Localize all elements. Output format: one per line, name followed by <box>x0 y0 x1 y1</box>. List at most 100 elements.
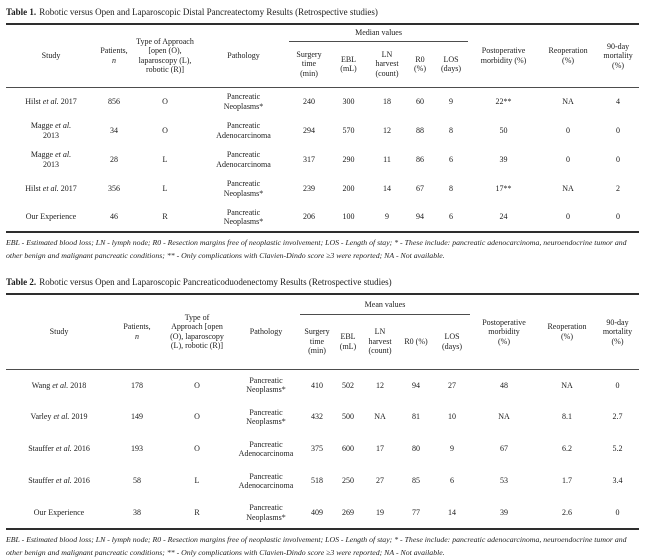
study-cell: Stauffer et al. 2016 <box>28 444 90 454</box>
value-cell: Pancreatic Adenocarcinoma <box>216 121 271 140</box>
value-cell: 17** <box>495 183 512 193</box>
value-cell: Pancreatic Neoplasms* <box>223 92 264 111</box>
value-cell: 12 <box>376 380 384 390</box>
value-cell: O <box>162 97 168 106</box>
value-cell: 250 <box>342 476 354 486</box>
value-cell: 2 <box>616 183 621 193</box>
table1-caption-label: Table 1. <box>6 7 37 17</box>
value-cell: 0 <box>616 212 621 222</box>
value-cell: 3.4 <box>612 476 623 486</box>
table2-col-header-ebl: EBL (mL) <box>334 314 362 370</box>
table-row: Magge et al. 2013 34 O Pancreatic Adenocarci… <box>6 116 639 145</box>
value-cell: 58 <box>133 476 141 486</box>
value-cell: O <box>194 412 200 422</box>
table2-caption: Table 2. Robotic versus Open and Laparosc… <box>6 277 639 288</box>
value-cell: 1.7 <box>562 476 572 486</box>
table-row: Stauffer et al. 2016 58 L Pancreatic Adenoc… <box>6 465 639 497</box>
table1-col-header-reoperation: Reoperation (%) <box>539 24 598 88</box>
value-cell: 0 <box>616 125 621 135</box>
table1-body: Hilst et al. 2017 856 O Pancreatic Neoplasm… <box>6 87 639 232</box>
value-cell: 81 <box>412 412 420 422</box>
value-cell: 9 <box>450 444 454 454</box>
table-row: Hilst et al. 2017 356 L Pancreatic Neoplasm… <box>6 174 639 203</box>
table2-col-header-pathology: Pathology <box>232 294 300 370</box>
value-cell: 290 <box>342 154 355 164</box>
table2-col-header-postoperative-morbidity: Postoperative morbidity (%) <box>470 294 538 370</box>
study-cell: Wang et al. 2018 <box>31 380 87 390</box>
value-cell: 432 <box>311 412 323 422</box>
study-cell: Varley et al. 2019 <box>30 412 88 422</box>
value-cell: 14 <box>383 183 391 193</box>
value-cell: Pancreatic Neoplasms* <box>223 207 264 227</box>
value-cell: 12 <box>383 125 391 135</box>
table1-caption-text: Robotic versus Open and Laparoscopic Dis… <box>39 7 378 17</box>
value-cell: 0 <box>615 380 620 390</box>
value-cell: 11 <box>383 154 391 164</box>
value-cell: O <box>194 444 200 454</box>
value-cell: 48 <box>500 380 508 390</box>
value-cell: 46 <box>110 212 118 222</box>
study-cell: Magge et al. 2013 <box>30 150 72 169</box>
patients-label: Patients, <box>123 322 151 332</box>
table2-col-header-study: Study <box>6 294 112 370</box>
value-cell: Pancreatic Neoplasms* <box>246 503 286 522</box>
value-cell: 9 <box>385 212 389 222</box>
value-cell: 94 <box>412 380 420 390</box>
table-row: Hilst et al. 2017 856 O Pancreatic Neoplasm… <box>6 87 639 116</box>
table2-col-header-r0: R0 (%) <box>398 314 434 370</box>
table1-col-header-r0: R0 (%) <box>406 41 434 88</box>
table2-col-header-mortality: 90-day mortality (%) <box>596 294 639 370</box>
value-cell: 27 <box>376 476 384 486</box>
value-cell: 300 <box>342 97 355 106</box>
value-cell: Pancreatic Neoplasms* <box>246 375 286 395</box>
table2-col-header-reoperation: Reoperation (%) <box>538 294 596 370</box>
value-cell: 86 <box>416 154 424 164</box>
value-cell: NA <box>562 97 574 106</box>
paper-page: Table 1. Robotic versus Open and Laparosc… <box>6 7 640 559</box>
table1-col-header-patients: Patients, n <box>96 24 132 88</box>
table1-col-header-approach: Type of Approach [open (O), laparoscopy … <box>132 24 198 88</box>
value-cell: 88 <box>416 125 424 135</box>
value-cell: 4 <box>616 97 621 106</box>
table1-col-header-postoperative-morbidity: Postoperative morbidity (%) <box>468 24 540 88</box>
value-cell: 6 <box>449 154 454 164</box>
value-cell: 269 <box>342 507 354 517</box>
value-cell: 39 <box>500 507 508 517</box>
value-cell: NA <box>561 380 573 390</box>
value-cell: 22** <box>495 97 512 106</box>
value-cell: O <box>162 125 168 135</box>
value-cell: Pancreatic Neoplasms* <box>223 179 264 198</box>
value-cell: 409 <box>311 507 323 517</box>
value-cell: 518 <box>311 476 323 486</box>
value-cell: 0 <box>616 154 621 164</box>
value-cell: 0 <box>566 125 571 135</box>
table1-footnote: EBL - Estimated blood loss; LN - lymph n… <box>6 238 627 260</box>
value-cell: 600 <box>342 444 354 454</box>
value-cell: 38 <box>133 507 141 517</box>
value-cell: 410 <box>311 380 323 390</box>
table2-caption-label: Table 2. <box>6 277 37 287</box>
table-row: Magge et al. 2013 28 L Pancreatic Adenocarci… <box>6 145 639 174</box>
value-cell: NA <box>498 412 510 422</box>
table2-col-header-surgery-time: Surgery time (min) <box>300 314 334 370</box>
table1: Study Patients, n Type of Approach [open … <box>6 23 640 233</box>
value-cell: 206 <box>303 212 315 222</box>
value-cell: 80 <box>412 444 420 454</box>
table2: Study Patients, n Type of Approach [open … <box>6 293 639 530</box>
value-cell: 67 <box>416 183 424 193</box>
value-cell: R <box>162 212 168 222</box>
table-row: Wang et al. 2018 178 O Pancreatic Neoplasms… <box>6 369 639 401</box>
table2-col-header-ln-harvest: LN harvest (count) <box>362 314 398 370</box>
table1-col-header-study: Study <box>6 24 96 88</box>
value-cell: 14 <box>448 507 456 517</box>
value-cell: 19 <box>376 507 384 517</box>
value-cell: R <box>194 507 200 517</box>
value-cell: 317 <box>303 154 315 164</box>
table-row: Varley et al. 2019 149 O Pancreatic Neoplas… <box>6 401 639 433</box>
table1-col-header-surgery-time: Surgery time (min) <box>289 41 329 88</box>
value-cell: 356 <box>108 183 120 193</box>
value-cell: NA <box>374 412 386 422</box>
value-cell: 200 <box>342 183 355 193</box>
table1-col-header-ln-harvest: LN harvest (count) <box>368 41 406 88</box>
patients-label: Patients, <box>100 46 128 56</box>
